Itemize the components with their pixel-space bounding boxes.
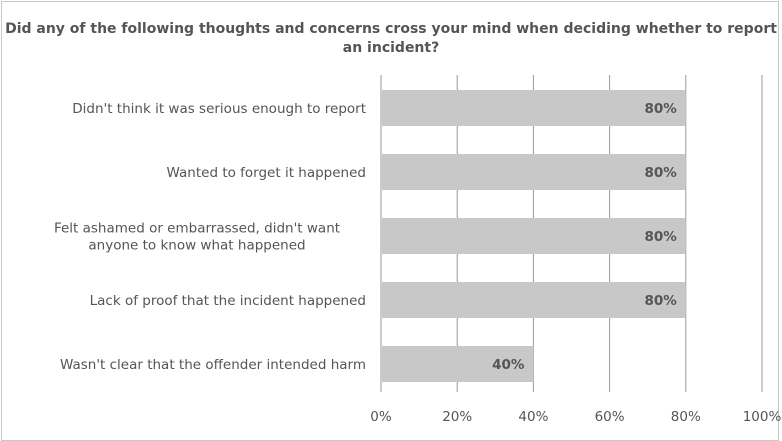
category-label-0: Didn't think it was serious enough to re… <box>72 101 366 117</box>
chart-title-text: Did any of the following thoughts and co… <box>5 21 777 56</box>
x-axis-ticks: 0% 20% 40% 60% 80% 100% <box>370 409 781 425</box>
x-tick-label-0: 0% <box>370 409 392 425</box>
bar-chart: Didn't think it was serious enough to re… <box>54 75 781 425</box>
bar-1 <box>381 154 686 190</box>
category-label-3: Lack of proof that the incident happened <box>90 293 366 309</box>
x-tick-label-20: 20% <box>442 409 472 425</box>
category-label-2-line-1: anyone to know what happened <box>88 238 305 254</box>
category-label-4: Wasn't clear that the offender intended … <box>60 357 366 373</box>
value-label-0: 80% <box>644 101 677 117</box>
x-tick-label-100: 100% <box>743 409 782 425</box>
chart-title: Did any of the following thoughts and co… <box>0 20 782 58</box>
bar-2 <box>381 218 686 254</box>
value-label-2: 80% <box>644 229 677 245</box>
value-label-4: 40% <box>492 357 525 373</box>
bar-4 <box>381 346 534 382</box>
value-labels: 80% 80% 80% 80% 40% <box>492 101 677 373</box>
bars <box>381 90 686 382</box>
value-label-3: 80% <box>644 293 677 309</box>
bar-0 <box>381 90 686 126</box>
category-labels: Didn't think it was serious enough to re… <box>54 101 366 373</box>
x-tick-label-80: 80% <box>671 409 701 425</box>
category-label-2-line-0: Felt ashamed or embarrassed, didn't want <box>54 221 340 237</box>
x-tick-label-60: 60% <box>595 409 625 425</box>
value-label-1: 80% <box>644 165 677 181</box>
x-tick-label-40: 40% <box>518 409 548 425</box>
category-label-1: Wanted to forget it happened <box>167 165 366 181</box>
bar-3 <box>381 282 686 318</box>
